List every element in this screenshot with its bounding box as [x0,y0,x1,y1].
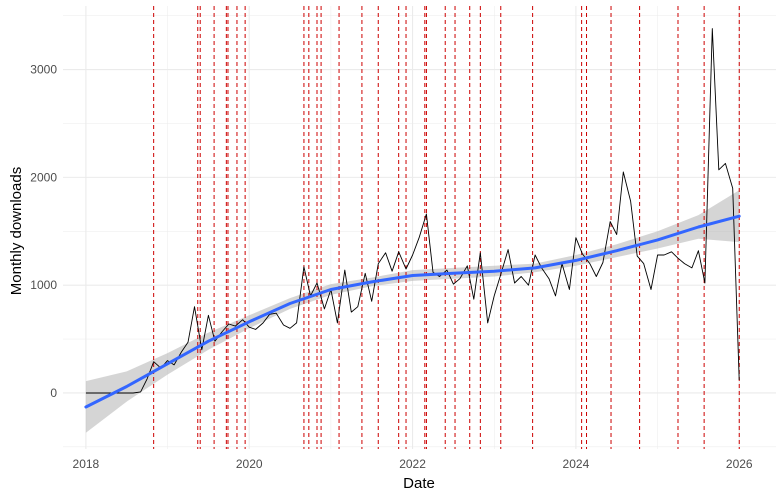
y-tick-label: 1000 [30,278,57,292]
y-tick-label: 3000 [30,63,57,77]
downloads-line [85,28,740,394]
x-axis-title: Date [403,475,435,492]
x-tick-label: 2018 [73,457,100,471]
y-tick-label: 0 [50,386,57,400]
x-tick-labels: 2018 2020 2022 2024 2026 [73,457,753,471]
downloads-series [85,28,740,394]
grid-lines [63,6,776,449]
trend-series [84,214,741,409]
x-tick-label: 2024 [563,457,590,471]
y-axis-title: Monthly downloads [8,167,25,295]
x-tick-label: 2020 [236,457,263,471]
y-tick-labels: 0 1000 2000 3000 [30,63,57,400]
release-lines [153,6,740,449]
x-tick-label: 2022 [399,457,426,471]
x-tick-label: 2026 [726,457,753,471]
y-tick-label: 2000 [30,170,57,184]
trend-line [84,214,741,409]
